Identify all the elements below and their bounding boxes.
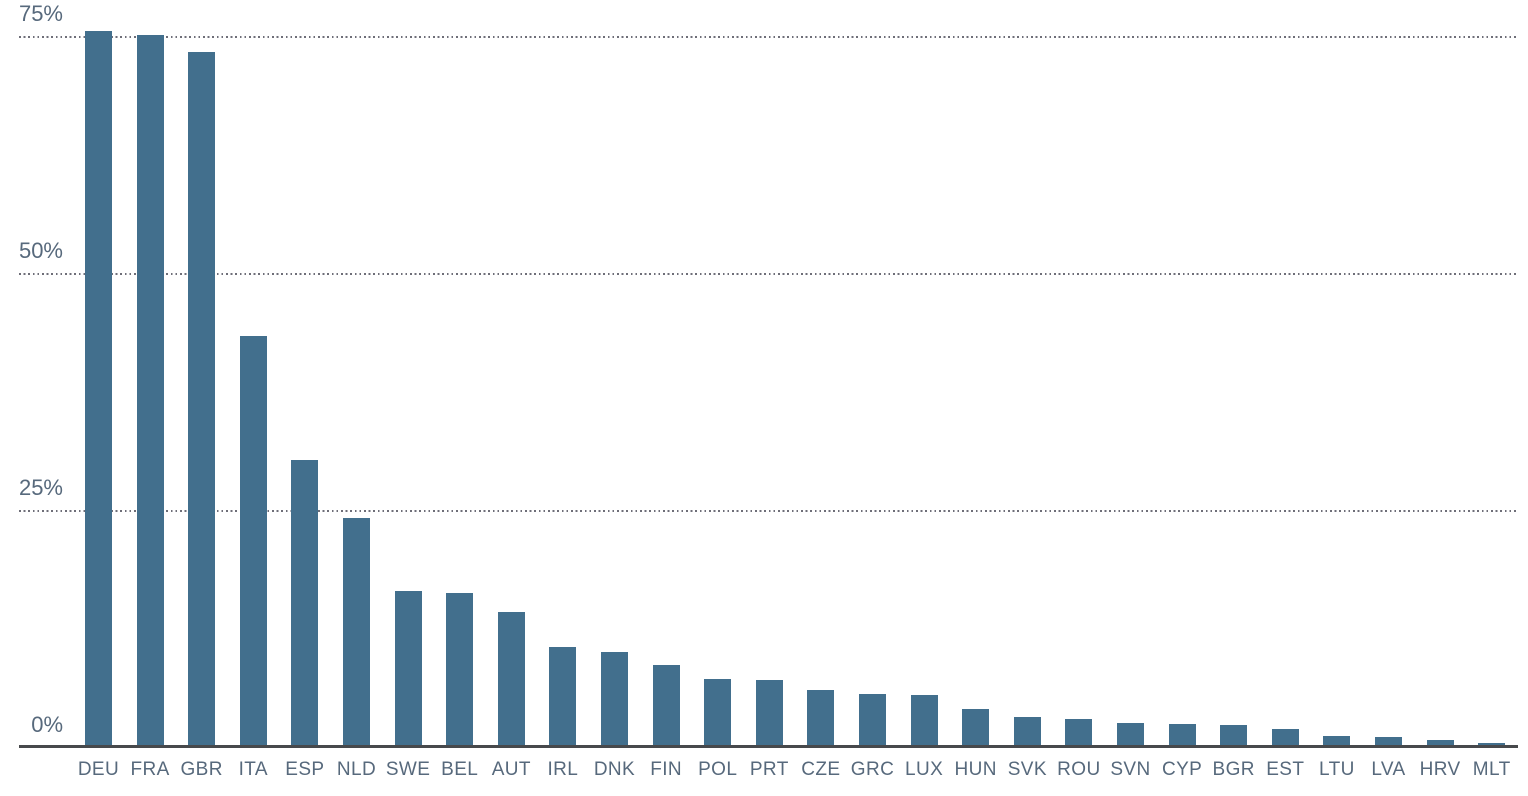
x-label-GBR: GBR [180, 759, 223, 780]
x-label-POL: POL [698, 759, 738, 780]
y-tick-label-75: 75% [18, 0, 63, 26]
bar-DEU [85, 31, 112, 748]
bar-AUT [497, 612, 525, 748]
x-label-AUT: AUT [491, 759, 531, 780]
bar-GBR [188, 51, 216, 748]
x-label-SVN: SVN [1110, 759, 1151, 780]
bar-DNK [601, 652, 628, 748]
bar-NLD [343, 517, 370, 748]
bar-LTU [1323, 735, 1351, 748]
bar-HUN [962, 709, 990, 748]
x-label-EST: EST [1266, 759, 1305, 780]
y-tick-label-0: 0% [31, 712, 63, 737]
x-label-LTU: LTU [1319, 759, 1355, 780]
bar-SVK [1013, 716, 1041, 748]
y-tick-label-25: 25% [18, 474, 63, 500]
x-axis-line [19, 745, 1518, 748]
x-label-NLD: NLD [336, 759, 377, 780]
bar-PRT [755, 679, 783, 748]
x-label-LVA: LVA [1371, 759, 1406, 780]
bar-POL [704, 678, 732, 748]
bar-SVN [1117, 723, 1144, 748]
bar-GRC [859, 693, 886, 748]
x-label-HRV: HRV [1419, 759, 1461, 780]
bar-LUX [910, 694, 938, 748]
x-label-ROU: ROU [1057, 759, 1101, 780]
x-label-SVK: SVK [1007, 759, 1047, 780]
bar-EST [1271, 729, 1299, 748]
bar-SWE [394, 590, 422, 748]
x-label-ESP: ESP [285, 759, 325, 780]
x-label-CYP: CYP [1161, 759, 1203, 780]
bar-CZE [807, 690, 835, 748]
x-label-BGR: BGR [1212, 759, 1255, 780]
x-label-MLT: MLT [1472, 759, 1511, 780]
bar-IRL [549, 646, 577, 748]
x-label-HUN: HUN [954, 759, 997, 780]
bar-CYP [1168, 724, 1196, 748]
x-label-IRL: IRL [547, 759, 579, 780]
x-label-LUX: LUX [905, 759, 944, 780]
x-label-FIN: FIN [650, 759, 682, 780]
gridline-50 [19, 272, 1518, 275]
x-label-DEU: DEU [77, 759, 120, 780]
bar-FRA [136, 34, 164, 748]
bar-BGR [1220, 725, 1248, 748]
gridline-25 [19, 510, 1518, 512]
bar-FIN [652, 665, 680, 748]
bar-ROU [1065, 718, 1093, 748]
bar-HRV [1426, 740, 1454, 748]
bar-BEL [446, 593, 474, 748]
x-label-BEL: BEL [441, 759, 479, 780]
bar-ESP [291, 459, 319, 748]
x-label-DNK: DNK [593, 759, 636, 780]
x-label-ITA: ITA [238, 759, 268, 780]
x-label-GRC: GRC [850, 759, 895, 780]
y-tick-label-50: 50% [18, 237, 63, 263]
x-label-CZE: CZE [801, 759, 841, 780]
x-label-FRA: FRA [130, 759, 170, 780]
gridline-75 [19, 35, 1518, 38]
bar-LVA [1375, 736, 1402, 748]
x-label-SWE: SWE [385, 759, 431, 780]
x-label-PRT: PRT [749, 759, 789, 780]
bar-ITA [239, 336, 267, 748]
